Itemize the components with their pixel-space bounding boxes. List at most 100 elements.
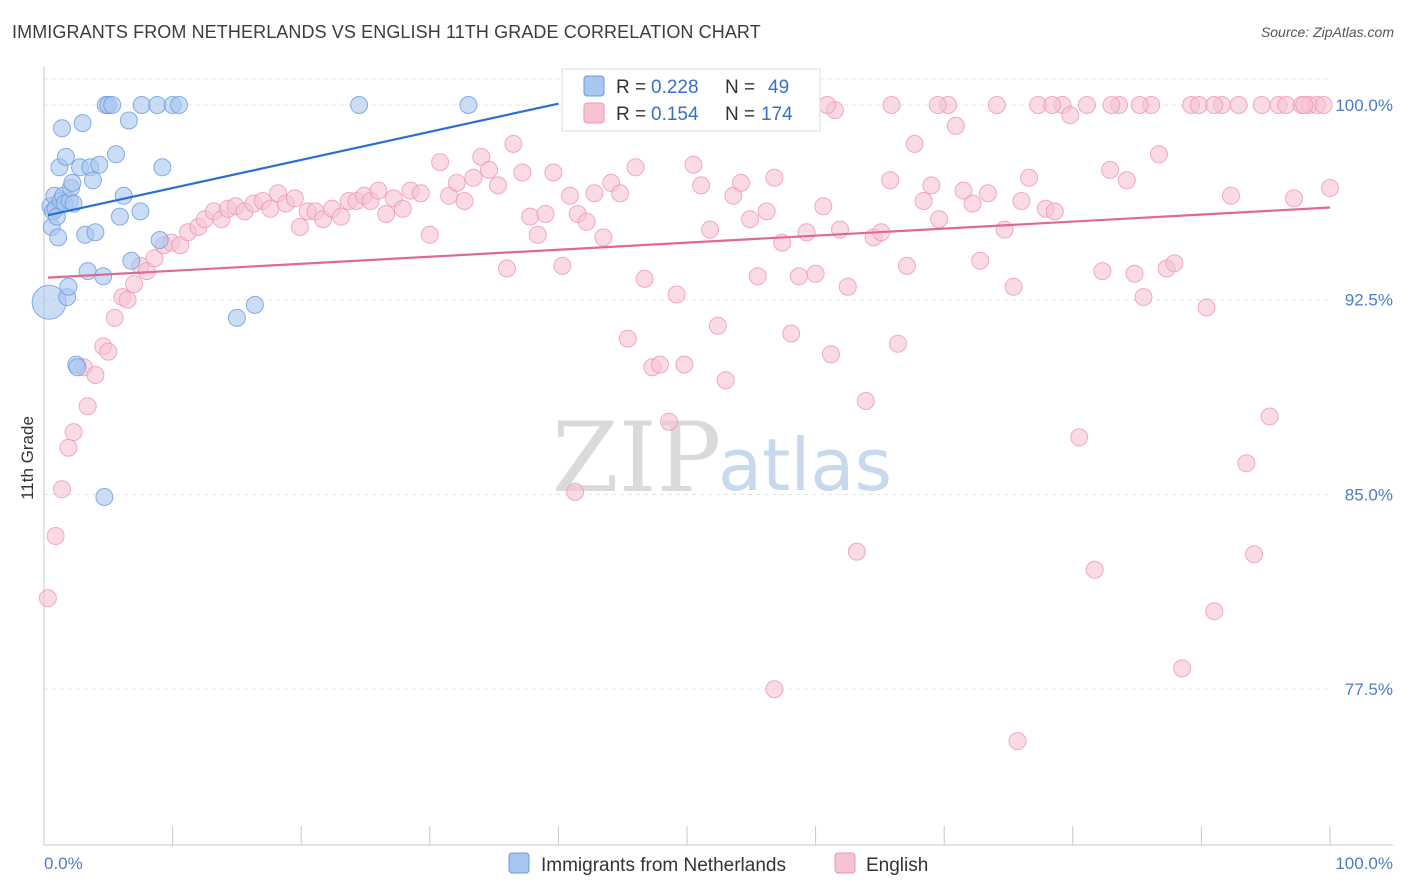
point-english <box>905 134 924 153</box>
point-english <box>765 680 784 699</box>
point-english <box>946 116 965 135</box>
point-english <box>897 256 916 275</box>
point-english <box>1222 186 1240 205</box>
point-netherlands <box>119 111 138 130</box>
legend-label-netherlands: Immigrants from Netherlands <box>541 855 786 876</box>
point-english <box>1134 288 1153 307</box>
point-netherlands <box>56 147 75 166</box>
point-netherlands <box>170 96 188 114</box>
point-english <box>420 225 439 244</box>
point-english <box>1101 160 1120 179</box>
point-english <box>411 184 430 203</box>
point-english <box>1285 189 1303 208</box>
point-english <box>822 345 840 364</box>
watermark-atlas: atlas <box>718 423 892 507</box>
tick-labels: 77.5% 85.0% 92.5% 100.0% 0.0% 100.0% <box>44 96 1393 873</box>
point-english <box>1314 96 1333 114</box>
point-english <box>1260 407 1279 426</box>
stats-legend: R = 0.228 N = 49 R = 0.154 N = 174 <box>561 68 821 132</box>
point-netherlands <box>94 267 113 286</box>
point-netherlands <box>49 228 68 247</box>
point-netherlands <box>103 96 122 114</box>
legend-r-label-blue: R = <box>616 77 646 98</box>
point-netherlands <box>122 251 141 270</box>
point-english <box>789 267 808 286</box>
point-english <box>1321 179 1339 197</box>
point-english <box>377 205 396 223</box>
point-english <box>1020 168 1039 187</box>
point-netherlands <box>73 114 92 133</box>
point-english <box>1085 560 1104 579</box>
point-english <box>1237 454 1256 473</box>
point-english <box>701 220 720 239</box>
point-english <box>692 176 711 195</box>
point-english <box>1189 96 1208 114</box>
point-english <box>1045 202 1064 221</box>
point-netherlands <box>86 223 105 242</box>
point-english <box>757 202 776 221</box>
point-english <box>46 527 65 545</box>
point-english <box>995 220 1014 239</box>
point-english <box>86 366 105 384</box>
point-english <box>626 158 645 177</box>
point-english <box>285 189 304 208</box>
point-english <box>513 163 532 182</box>
point-english <box>881 171 900 190</box>
point-english <box>971 251 990 270</box>
y-tick-label: 92.5% <box>1345 291 1393 310</box>
point-english <box>125 275 143 294</box>
point-english <box>536 205 555 223</box>
point-english <box>1004 277 1023 296</box>
point-english <box>1093 262 1112 281</box>
point-netherlands <box>90 155 109 174</box>
point-english <box>882 96 901 114</box>
trend-line-english <box>47 206 1331 279</box>
point-english <box>928 96 947 114</box>
point-netherlands <box>68 358 87 377</box>
point-english <box>1070 428 1089 447</box>
point-english <box>431 153 450 172</box>
point-english <box>1173 659 1192 678</box>
point-english <box>1061 106 1080 125</box>
point-english <box>553 256 572 275</box>
point-english <box>978 184 997 203</box>
point-english <box>1012 192 1031 210</box>
point-english <box>447 173 466 192</box>
point-netherlands <box>350 96 369 114</box>
point-english <box>105 308 124 327</box>
x-tick-label-max: 100.0% <box>1335 854 1393 873</box>
point-english <box>561 186 579 205</box>
point-english <box>922 176 941 195</box>
point-english <box>611 184 630 203</box>
point-english <box>261 199 280 218</box>
point-english <box>290 218 309 236</box>
point-netherlands <box>114 186 133 205</box>
point-netherlands <box>53 119 71 138</box>
point-netherlands <box>107 145 125 164</box>
legend-n-label-blue: N = <box>725 77 755 98</box>
point-english <box>64 423 83 442</box>
chart-title: IMMIGRANTS FROM NETHERLANDS VS ENGLISH 1… <box>12 22 761 42</box>
legend-swatch-english <box>834 852 856 874</box>
point-netherlands <box>132 96 151 114</box>
point-english <box>732 173 750 192</box>
y-axis-label: 11th Grade <box>18 416 37 500</box>
point-netherlands <box>95 488 114 506</box>
point-netherlands <box>245 295 264 314</box>
point-english <box>393 199 412 218</box>
point-english <box>708 316 727 335</box>
point-english <box>504 134 523 153</box>
trend-lines <box>47 102 1331 279</box>
legend-n-value-pink: 174 <box>761 104 793 125</box>
point-english <box>78 397 97 416</box>
point-netherlands <box>153 158 172 177</box>
point-english <box>797 223 816 242</box>
series-legend: Immigrants from Netherlands English <box>508 852 928 876</box>
point-english <box>814 197 833 216</box>
point-english <box>914 192 933 210</box>
point-english <box>455 192 474 210</box>
legend-n-label-pink: N = <box>725 104 755 125</box>
point-english <box>59 438 78 457</box>
point-english <box>1277 96 1296 114</box>
